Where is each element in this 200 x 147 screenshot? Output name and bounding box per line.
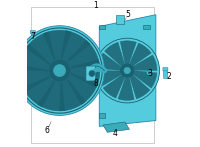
Text: 3: 3 bbox=[148, 69, 152, 78]
Polygon shape bbox=[60, 79, 86, 111]
Polygon shape bbox=[129, 43, 151, 67]
Circle shape bbox=[147, 70, 152, 75]
Polygon shape bbox=[99, 15, 156, 126]
Circle shape bbox=[54, 65, 66, 77]
FancyBboxPatch shape bbox=[86, 66, 96, 81]
FancyBboxPatch shape bbox=[164, 69, 168, 78]
FancyBboxPatch shape bbox=[163, 68, 168, 71]
Circle shape bbox=[15, 26, 104, 115]
FancyBboxPatch shape bbox=[99, 25, 105, 29]
FancyBboxPatch shape bbox=[30, 31, 35, 33]
Polygon shape bbox=[38, 81, 65, 111]
Polygon shape bbox=[19, 65, 50, 92]
Polygon shape bbox=[132, 71, 157, 88]
Polygon shape bbox=[105, 42, 125, 67]
Polygon shape bbox=[26, 32, 55, 65]
Text: 4: 4 bbox=[112, 129, 117, 138]
Polygon shape bbox=[103, 122, 129, 132]
Circle shape bbox=[148, 72, 150, 74]
Text: 1: 1 bbox=[93, 1, 98, 10]
Polygon shape bbox=[132, 55, 157, 71]
Circle shape bbox=[121, 64, 134, 77]
Circle shape bbox=[124, 67, 131, 74]
Text: 6: 6 bbox=[45, 126, 50, 135]
Polygon shape bbox=[97, 71, 122, 86]
Polygon shape bbox=[43, 30, 71, 61]
Text: 7: 7 bbox=[30, 32, 35, 41]
Circle shape bbox=[89, 71, 95, 76]
Polygon shape bbox=[61, 31, 90, 62]
Polygon shape bbox=[103, 74, 125, 98]
FancyBboxPatch shape bbox=[99, 113, 105, 118]
Polygon shape bbox=[118, 76, 134, 100]
Polygon shape bbox=[19, 44, 50, 71]
Polygon shape bbox=[67, 73, 98, 105]
Polygon shape bbox=[120, 41, 136, 65]
Polygon shape bbox=[129, 74, 150, 99]
Polygon shape bbox=[98, 53, 122, 71]
Polygon shape bbox=[70, 60, 100, 87]
Text: 5: 5 bbox=[125, 10, 130, 19]
Polygon shape bbox=[67, 40, 100, 68]
Circle shape bbox=[95, 38, 160, 103]
Text: 8: 8 bbox=[94, 78, 99, 88]
FancyBboxPatch shape bbox=[31, 32, 35, 39]
Circle shape bbox=[48, 59, 71, 82]
Text: 2: 2 bbox=[167, 72, 171, 81]
FancyBboxPatch shape bbox=[143, 25, 150, 29]
FancyBboxPatch shape bbox=[116, 15, 124, 24]
Circle shape bbox=[49, 60, 71, 82]
Polygon shape bbox=[23, 76, 55, 107]
